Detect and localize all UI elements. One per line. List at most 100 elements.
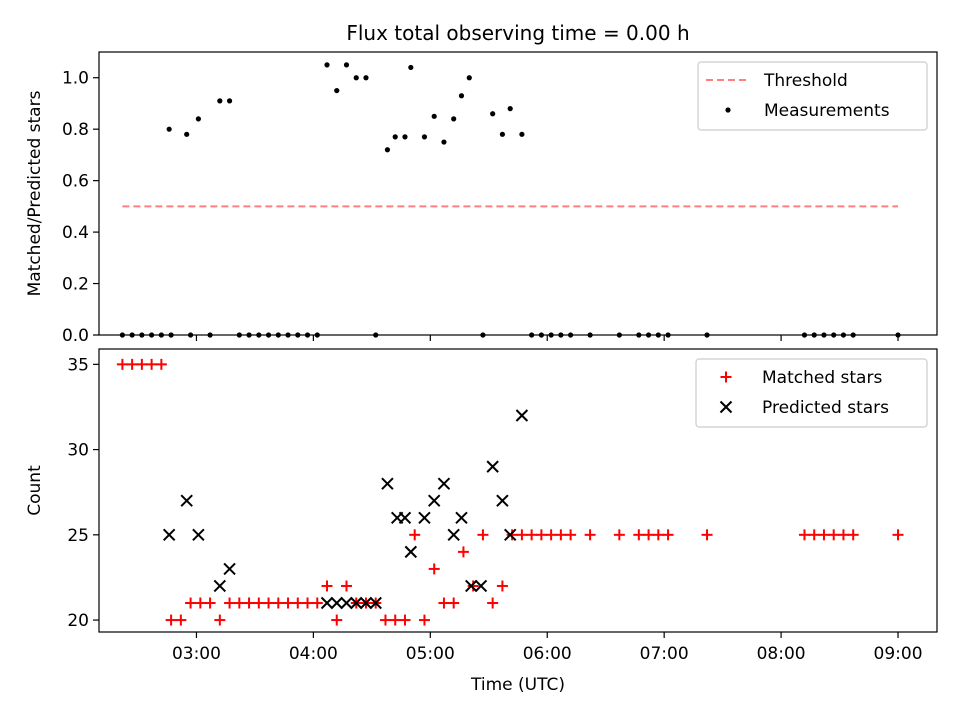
legend-label: Measurements: [764, 101, 890, 121]
matched-stars-point: [116, 358, 128, 370]
matched-stars-point: [448, 597, 460, 609]
matched-stars-point: [818, 529, 830, 541]
x-tick-label: 04:00: [289, 644, 338, 664]
predicted-stars-point: [515, 409, 529, 422]
bottom-subplot: 20 25 30 35 03:00 04:00 05:00 06:00 07:00 08:00 09…: [25, 348, 938, 695]
matched-stars-point: [847, 529, 859, 541]
matched-stars-point: [399, 614, 411, 626]
bottom-y-tick: 35: [67, 355, 99, 375]
predicted-stars-point: [427, 494, 441, 507]
y-tick-label: 1.0: [62, 69, 89, 89]
matched-stars-point: [496, 580, 508, 592]
legend-label: Predicted stars: [762, 398, 889, 418]
measurements-point: [431, 113, 437, 119]
matched-stars-point: [643, 529, 655, 541]
matched-stars-point: [146, 358, 158, 370]
matched-stars-point: [321, 580, 333, 592]
matched-stars-point: [828, 529, 840, 541]
matched-stars-point: [701, 529, 713, 541]
measurements-point: [334, 87, 340, 94]
matched-stars-point: [535, 529, 547, 541]
matched-stars-point: [516, 529, 528, 541]
matched-stars-point: [487, 597, 499, 609]
x-tick-label: 03:00: [172, 644, 221, 664]
matched-stars-point: [282, 597, 294, 609]
matched-stars-point: [545, 529, 557, 541]
measurements-point: [441, 139, 447, 145]
matched-stars-point: [506, 529, 518, 541]
x-tick-label: 09:00: [874, 644, 923, 664]
measurements-point: [166, 126, 172, 132]
legend-label: Matched stars: [762, 368, 882, 388]
bottom-x-tick: 07:00: [640, 632, 689, 664]
matched-stars-point: [311, 597, 323, 609]
top-y-axis-label: Matched/Predicted stars: [25, 90, 45, 296]
measurements-point: [195, 116, 201, 122]
measurements-point: [458, 93, 465, 99]
matched-stars-point: [165, 614, 177, 626]
top-y-tick: 0.2: [62, 275, 99, 295]
top-legend: Threshold Measurements: [697, 61, 928, 131]
x-tick-label: 08:00: [757, 644, 806, 664]
bottom-x-tick: 05:00: [406, 632, 455, 664]
measurements-point: [324, 62, 330, 68]
matched-stars-point: [302, 597, 314, 609]
x-axis-label: Time (UTC): [470, 675, 565, 695]
matched-stars-point: [428, 563, 440, 575]
top-y-tick: 0.8: [62, 120, 99, 140]
y-tick-label: 20: [67, 611, 89, 631]
matched-stars-point: [409, 529, 421, 541]
predicted-stars-point: [340, 596, 353, 610]
matched-stars-point: [633, 529, 645, 541]
legend-item: Measurements: [725, 101, 890, 121]
bottom-legend: Matched stars Predicted stars: [695, 358, 928, 428]
measurements-point: [402, 134, 408, 140]
y-tick-label: 30: [67, 441, 89, 461]
legend-swatch: [725, 107, 731, 113]
legend-swatch: [719, 400, 733, 414]
top-axes-frame: [98, 51, 938, 336]
matched-stars-point: [126, 358, 138, 370]
matched-stars-point: [798, 529, 810, 541]
measurements-point: [392, 134, 398, 140]
predicted-stars-point: [320, 596, 334, 610]
matched-stars-point: [837, 529, 849, 541]
measurements-point: [353, 75, 359, 81]
matched-stars-point: [379, 614, 391, 626]
predicted-stars-point: [404, 545, 418, 559]
legend-box: [695, 358, 928, 428]
chart-title: Flux total observing time = 0.00 h: [346, 21, 689, 45]
predicted-stars-point: [369, 596, 382, 610]
legend-item: Threshold: [706, 71, 848, 91]
predicted-stars-point: [447, 528, 460, 542]
measurements-point: [217, 98, 223, 104]
measurements-point: [343, 62, 350, 68]
bottom-y-axis-label: Count: [25, 465, 45, 516]
measurements-point: [499, 131, 506, 137]
matched-stars-point: [194, 597, 206, 609]
y-tick-label: 0.8: [62, 120, 89, 140]
y-tick-label: 0.6: [62, 172, 89, 192]
matched-stars-point: [185, 597, 197, 609]
predicted-stars-point: [418, 511, 431, 524]
measurements-point: [363, 75, 369, 81]
top-y-tick: 0.6: [62, 172, 99, 192]
matched-stars-point: [555, 529, 567, 541]
matched-stars-point: [253, 597, 265, 609]
predicted-stars-point: [455, 511, 468, 524]
predicted-stars-point: [486, 460, 499, 473]
predicted-stars-point: [437, 477, 451, 490]
legend-item: Predicted stars: [719, 398, 889, 418]
matched-stars-point: [341, 580, 353, 592]
measurements-point: [451, 116, 457, 122]
bottom-x-tick: 06:00: [523, 632, 572, 664]
top-y-tick: 0.0: [62, 326, 99, 346]
x-tick-label: 05:00: [406, 644, 455, 664]
measurements-point: [184, 131, 190, 137]
matched-stars-point: [214, 614, 226, 626]
measurements-point: [490, 111, 496, 117]
matched-stars-point: [263, 597, 275, 609]
matched-stars-point: [662, 529, 674, 541]
legend-box: [697, 61, 928, 131]
